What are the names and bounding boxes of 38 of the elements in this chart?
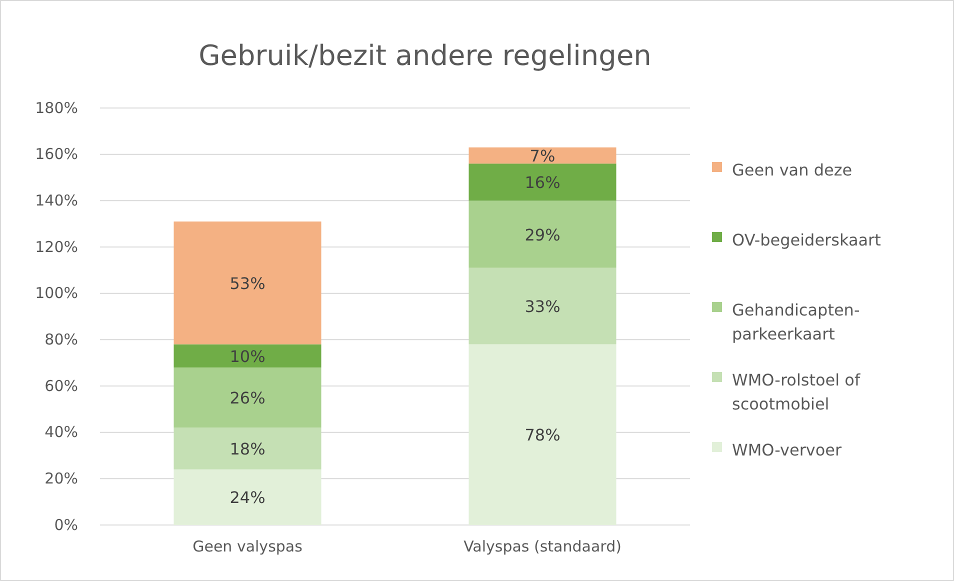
y-tick-label: 60% xyxy=(44,376,78,395)
legend-label: Gehandicapten-parkeerkaart xyxy=(732,300,860,344)
y-tick-label: 180% xyxy=(35,98,78,117)
y-tick-label: 20% xyxy=(44,469,78,488)
bar xyxy=(468,164,616,201)
bar xyxy=(468,147,616,164)
data-label: 78% xyxy=(524,426,560,445)
bar xyxy=(468,200,616,268)
data-label: 7% xyxy=(530,146,556,166)
data-label: 26% xyxy=(230,388,266,408)
x-tick-label: Geen valyspas xyxy=(192,538,303,556)
bar xyxy=(174,222,322,344)
y-tick-label: 140% xyxy=(35,191,78,210)
data-label: 16% xyxy=(524,173,560,192)
data-label: 24% xyxy=(230,488,266,508)
data-label: 33% xyxy=(524,297,560,316)
data-label: 29% xyxy=(524,225,560,244)
y-tick-label: 80% xyxy=(44,330,78,348)
data-label: 53% xyxy=(230,274,266,293)
legend-label: Geen van deze xyxy=(732,160,852,180)
y-tick-label: 100% xyxy=(35,284,78,302)
bar xyxy=(174,367,322,428)
chart-title: Gebruik/bezit andere regelingen xyxy=(198,39,652,72)
legend-label: WMO-vervoer xyxy=(732,440,842,460)
y-tick-label: 0% xyxy=(54,516,78,534)
legend-label: WMO-rolstoel of scootmobiel xyxy=(732,370,860,414)
bar xyxy=(174,344,322,368)
data-label: 10% xyxy=(230,346,266,366)
y-tick-label: 120% xyxy=(35,238,78,256)
data-label: 18% xyxy=(230,440,266,459)
y-tick-label: 40% xyxy=(44,423,78,442)
bar xyxy=(468,344,616,525)
bar xyxy=(174,469,322,525)
x-tick-label: Valyspas (standaard) xyxy=(464,538,622,556)
y-tick-label: 160% xyxy=(35,145,78,164)
bar xyxy=(468,268,616,344)
legend-label: OV-begeiderskaart xyxy=(732,230,881,250)
bar xyxy=(174,428,322,470)
